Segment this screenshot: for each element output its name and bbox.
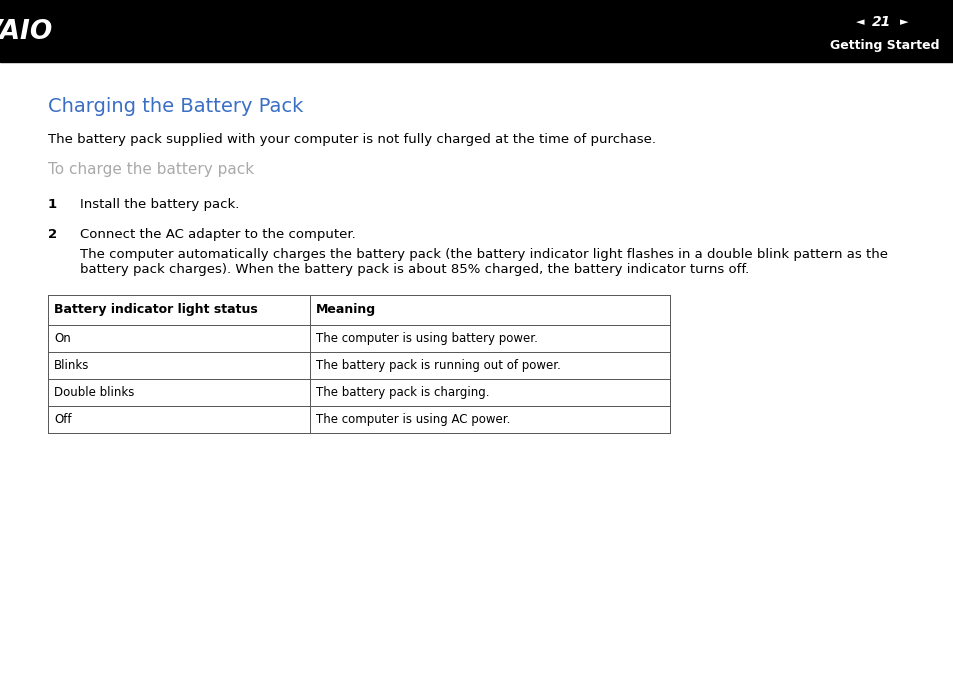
Text: The battery pack is running out of power.: The battery pack is running out of power… [315,359,560,372]
Text: ►: ► [899,17,907,27]
Text: To charge the battery pack: To charge the battery pack [48,162,253,177]
Text: Battery indicator light status: Battery indicator light status [54,303,257,317]
Text: battery pack charges). When the battery pack is about 85% charged, the battery i: battery pack charges). When the battery … [80,263,748,276]
Text: Connect the AC adapter to the computer.: Connect the AC adapter to the computer. [80,228,355,241]
Text: Charging the Battery Pack: Charging the Battery Pack [48,97,303,116]
Text: The battery pack supplied with your computer is not fully charged at the time of: The battery pack supplied with your comp… [48,133,656,146]
Text: ◄: ◄ [855,17,863,27]
Text: Getting Started: Getting Started [830,38,939,51]
Text: 1: 1 [48,198,57,211]
Text: 2: 2 [48,228,57,241]
Text: The battery pack is charging.: The battery pack is charging. [315,386,489,399]
Text: 21: 21 [871,15,891,29]
Text: On: On [54,332,71,345]
Text: Meaning: Meaning [315,303,375,317]
Text: The computer is using battery power.: The computer is using battery power. [315,332,537,345]
Text: Double blinks: Double blinks [54,386,134,399]
Text: Off: Off [54,413,71,426]
Text: VAIO: VAIO [0,19,53,45]
Text: The computer automatically charges the battery pack (the battery indicator light: The computer automatically charges the b… [80,248,887,261]
Text: Blinks: Blinks [54,359,90,372]
Text: The computer is using AC power.: The computer is using AC power. [315,413,510,426]
Text: Install the battery pack.: Install the battery pack. [80,198,239,211]
Bar [0,0,953,62]
